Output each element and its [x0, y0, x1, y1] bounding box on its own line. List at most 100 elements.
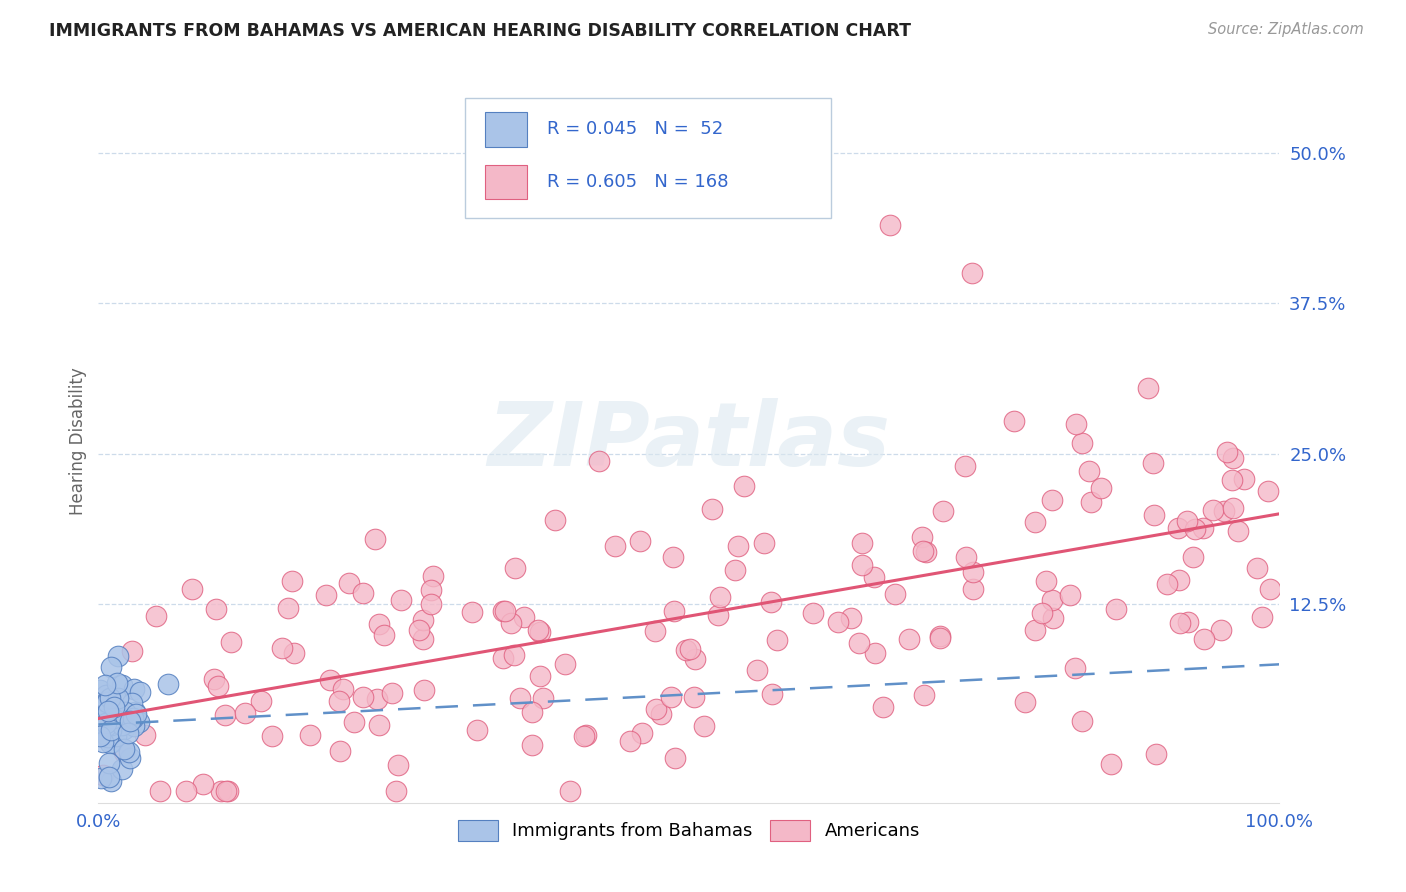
Point — [93, 768, 115, 782]
Text: IMMIGRANTS FROM BAHAMAS VS AMERICAN HEARING DISABILITY CORRELATION CHART: IMMIGRANTS FROM BAHAMAS VS AMERICAN HEAR… — [49, 22, 911, 40]
Point — [112, 742, 135, 756]
Point — [588, 454, 610, 468]
Point — [664, 751, 686, 765]
Point — [628, 533, 651, 548]
Point — [1177, 615, 1199, 629]
Point — [217, 784, 239, 798]
Point — [1080, 495, 1102, 509]
Point — [204, 602, 226, 616]
Point — [1202, 503, 1225, 517]
Point — [1168, 573, 1191, 587]
Point — [1226, 524, 1249, 539]
Point — [851, 536, 873, 550]
Y-axis label: Hearing Disability: Hearing Disability — [69, 368, 87, 516]
Point — [118, 745, 141, 759]
Point — [128, 714, 150, 729]
Point — [107, 649, 129, 664]
Point — [134, 728, 156, 742]
Point — [492, 651, 515, 665]
Point — [419, 582, 441, 597]
Point — [97, 770, 120, 784]
Point — [1002, 413, 1025, 427]
Point — [129, 685, 152, 699]
Point — [863, 569, 886, 583]
Point — [1099, 756, 1122, 771]
Point — [107, 690, 129, 705]
Point — [373, 628, 395, 642]
FancyBboxPatch shape — [485, 112, 527, 147]
Point — [1024, 624, 1046, 638]
Point — [1142, 456, 1164, 470]
Point — [1175, 514, 1198, 528]
Point — [105, 729, 128, 743]
Point — [101, 711, 124, 725]
Point — [1246, 561, 1268, 575]
Point — [94, 719, 117, 733]
Point — [389, 592, 412, 607]
Point — [118, 750, 141, 764]
Point — [495, 603, 517, 617]
Point — [193, 777, 215, 791]
Point — [761, 688, 783, 702]
Point — [100, 723, 122, 737]
Point — [848, 636, 870, 650]
Point — [387, 758, 409, 772]
Point — [706, 607, 728, 622]
Point — [120, 714, 142, 729]
Point — [520, 738, 543, 752]
Point — [413, 682, 436, 697]
Point — [381, 686, 404, 700]
Point — [100, 773, 122, 788]
Point — [250, 694, 273, 708]
Point — [111, 678, 134, 692]
Point — [914, 545, 936, 559]
Point — [1212, 504, 1234, 518]
Point — [96, 695, 118, 709]
Point — [1222, 501, 1244, 516]
Point — [174, 784, 197, 798]
Point — [1042, 492, 1064, 507]
Point — [103, 700, 125, 714]
Point — [759, 594, 782, 608]
Point — [89, 723, 111, 737]
Point — [408, 623, 430, 637]
Point — [1105, 602, 1128, 616]
Point — [1042, 611, 1064, 625]
Point — [214, 708, 236, 723]
Point — [912, 688, 935, 702]
Point — [752, 536, 775, 550]
Point — [664, 604, 686, 618]
Point — [89, 729, 111, 743]
Point — [122, 711, 145, 725]
Point — [91, 735, 114, 749]
Point — [283, 646, 305, 660]
Point — [801, 606, 824, 620]
Point — [89, 682, 111, 697]
Point — [122, 681, 145, 696]
Point — [631, 725, 654, 739]
Point — [1064, 417, 1087, 431]
Text: R = 0.045   N =  52: R = 0.045 N = 52 — [547, 120, 724, 138]
Point — [328, 694, 350, 708]
Point — [460, 605, 482, 619]
Point — [575, 728, 598, 742]
Point — [912, 544, 935, 558]
Point — [384, 784, 406, 798]
Point — [125, 706, 148, 721]
Point — [90, 771, 112, 785]
Point — [513, 610, 536, 624]
Point — [271, 641, 294, 656]
Point — [879, 218, 901, 232]
Point — [262, 730, 284, 744]
Text: ZIPatlas: ZIPatlas — [488, 398, 890, 485]
Legend: Immigrants from Bahamas, Americans: Immigrants from Bahamas, Americans — [451, 813, 927, 848]
Point — [1071, 714, 1094, 729]
Point — [202, 672, 225, 686]
Point — [1222, 450, 1244, 465]
Point — [94, 678, 117, 692]
Point — [1090, 481, 1112, 495]
Point — [733, 479, 755, 493]
Point — [661, 550, 683, 565]
Point — [412, 632, 434, 647]
Point — [1040, 593, 1063, 607]
